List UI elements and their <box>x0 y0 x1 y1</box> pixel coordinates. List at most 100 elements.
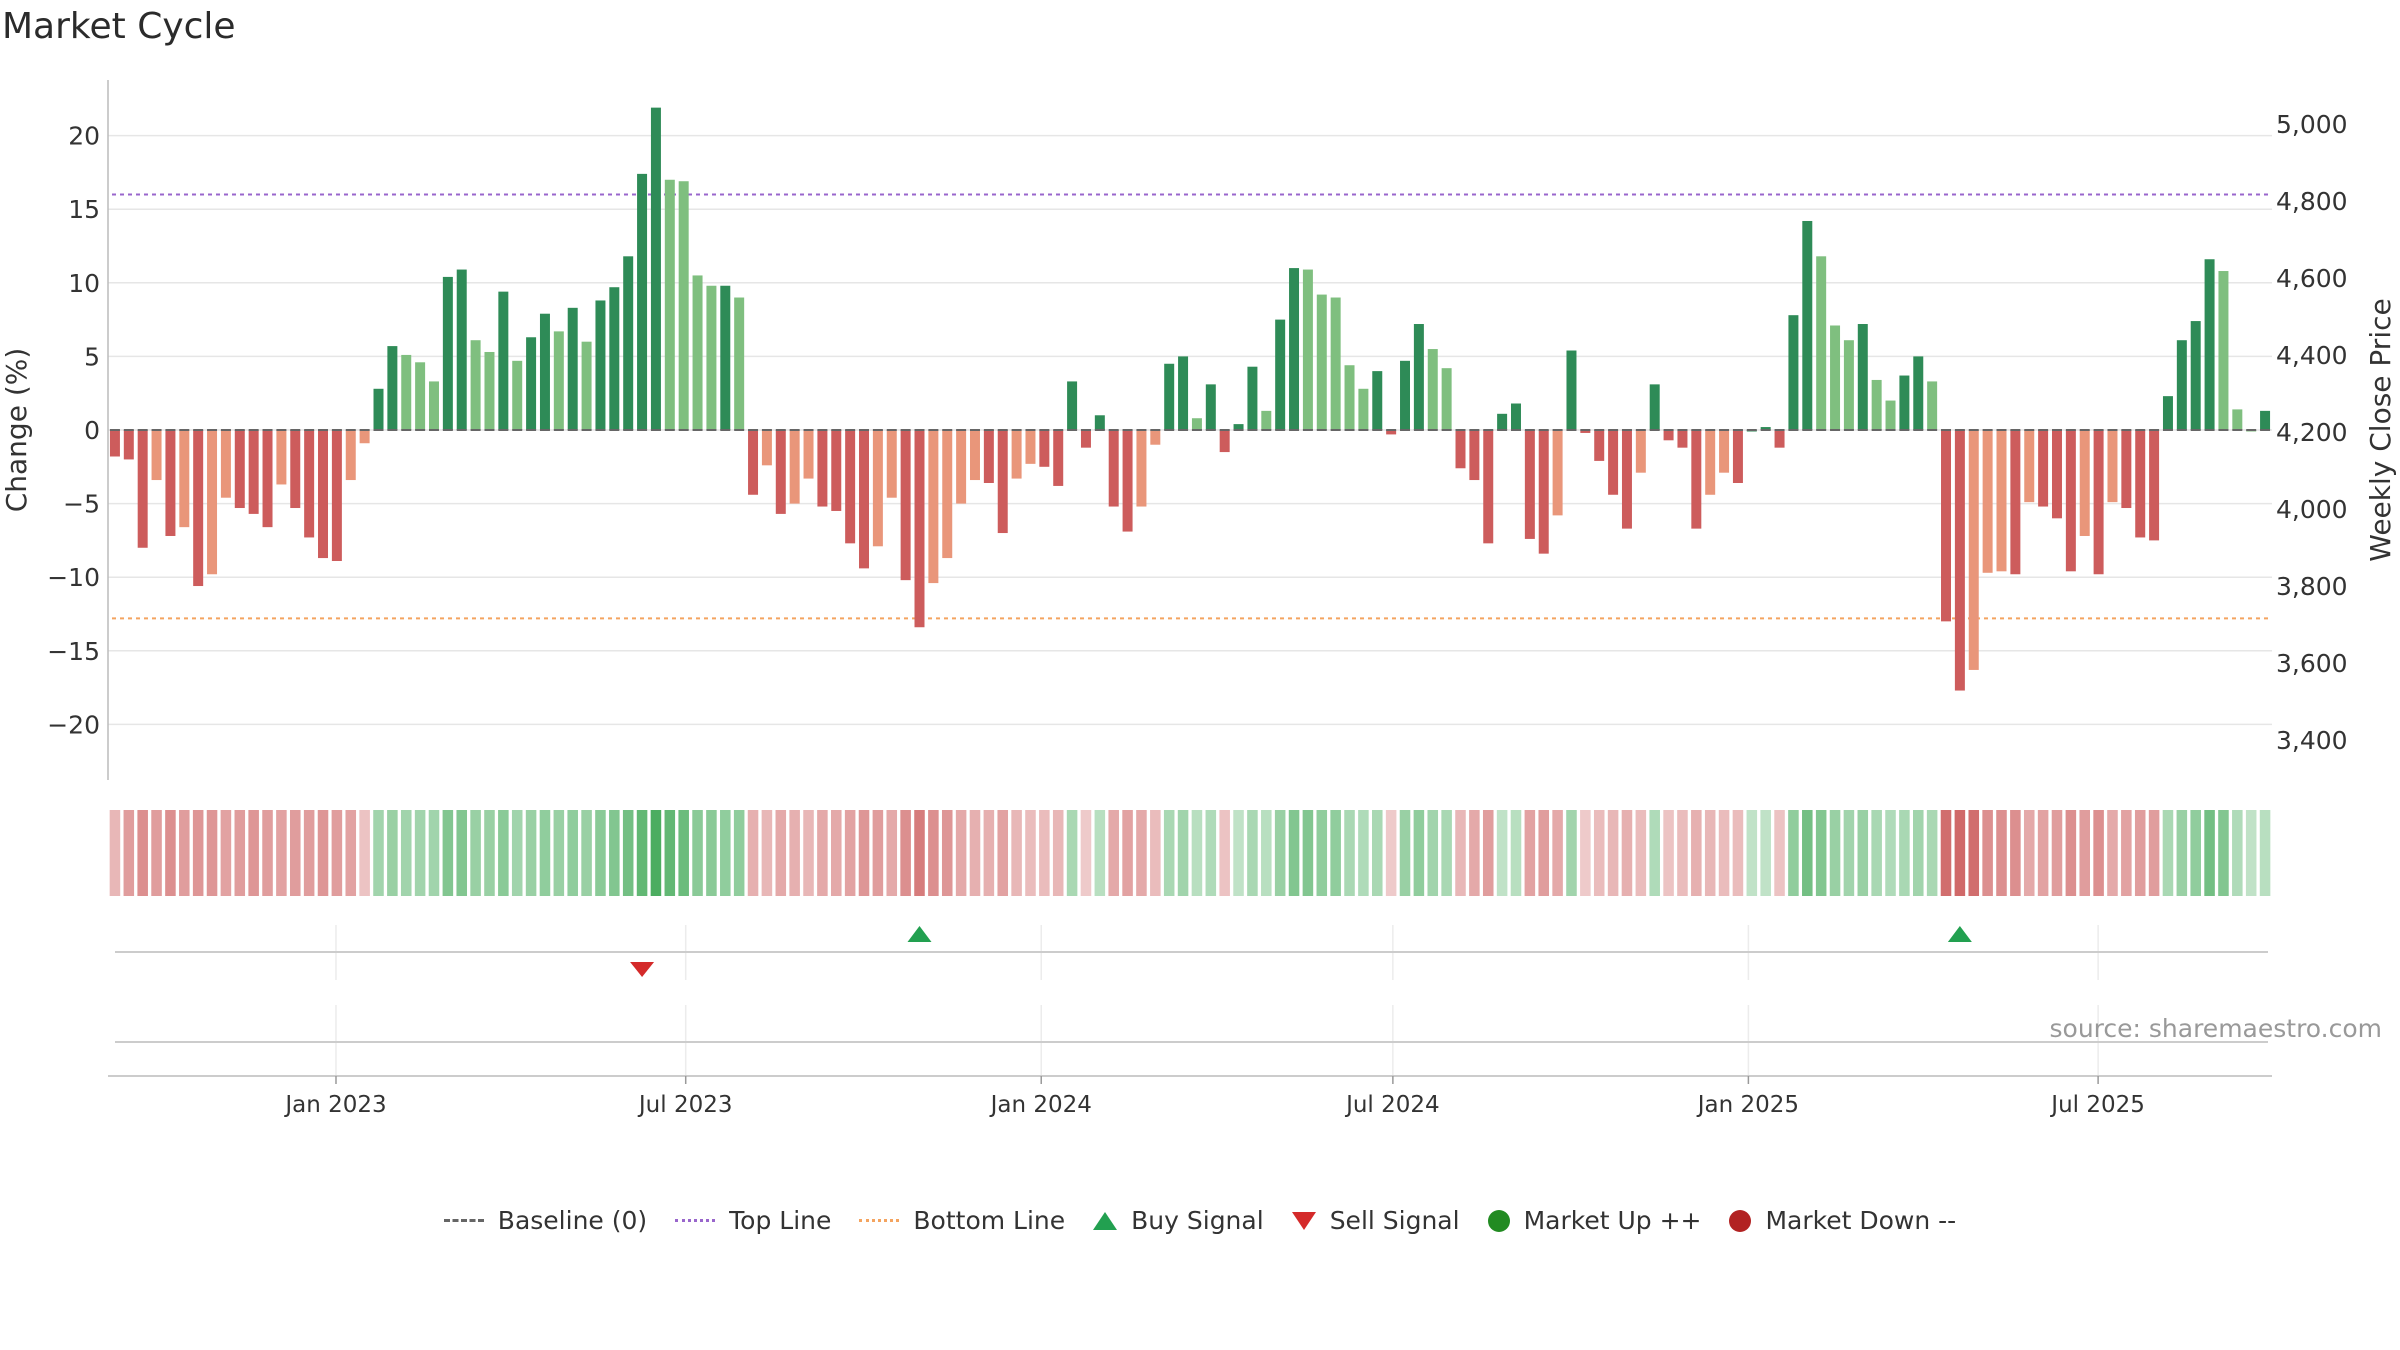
strip-cell <box>470 810 481 896</box>
strip-cell <box>1691 810 1702 896</box>
strip-cell <box>359 810 370 896</box>
strip-cell <box>248 810 259 896</box>
bar <box>1053 430 1064 486</box>
bar <box>151 430 162 481</box>
bar <box>928 430 939 584</box>
strip-cell <box>428 810 440 896</box>
strip-cell <box>2023 810 2035 896</box>
bar <box>748 430 759 495</box>
bar <box>886 430 897 498</box>
strip-cell <box>1177 810 1189 896</box>
strip-cell <box>1829 810 1841 896</box>
bar <box>1719 430 1730 473</box>
bar <box>1344 365 1355 430</box>
bars-layer <box>109 107 2271 691</box>
legend-item: Bottom Line <box>859 1206 1065 1235</box>
bar <box>165 430 176 536</box>
sentiment-strip <box>109 810 2271 896</box>
y-tick-label: −10 <box>47 563 100 592</box>
strip-cell <box>220 810 232 896</box>
bar <box>637 173 648 430</box>
strip-cell <box>2148 810 2160 896</box>
strip-cell <box>498 810 509 896</box>
bar <box>706 285 717 430</box>
bar <box>1025 430 1036 464</box>
bar <box>692 275 703 430</box>
strip-cell <box>1815 810 1827 896</box>
strip-cell <box>303 810 315 896</box>
bar <box>276 430 287 485</box>
strip-cell <box>1788 810 1799 896</box>
bar <box>845 430 856 544</box>
legend: Baseline (0) Top Line Bottom Line Buy Signa… <box>0 1206 2400 1235</box>
bar <box>1857 324 1868 430</box>
bar <box>1441 368 1452 430</box>
strip-cell <box>1649 810 1660 896</box>
bar <box>1219 430 1230 453</box>
strip-cell <box>2218 810 2229 896</box>
x-tick-label: Jul 2023 <box>637 1092 733 1118</box>
strip-cell <box>1316 810 1328 896</box>
strip-cell <box>983 810 995 896</box>
strip-cell <box>1732 810 1744 896</box>
strip-cell <box>400 810 412 896</box>
y2-tick-label: 3,800 <box>2276 572 2348 601</box>
bar <box>304 430 315 538</box>
bar <box>1372 371 1383 430</box>
bar <box>207 430 218 575</box>
y2-tick-label: 5,000 <box>2276 110 2348 139</box>
strip-cell <box>1857 810 1869 896</box>
strip-cell <box>1843 810 1855 896</box>
bar <box>442 276 453 430</box>
strip-cell <box>2093 810 2104 896</box>
strip-cell <box>1912 810 1924 896</box>
strip-cell <box>1274 810 1286 896</box>
legend-label: Bottom Line <box>913 1206 1066 1235</box>
y-tick-label: −20 <box>47 710 100 739</box>
strip-cell <box>192 810 204 896</box>
strip-cell <box>1954 810 1966 896</box>
strip-cell <box>1233 810 1244 896</box>
axes-layer: 20 15 10 5 0 −5 −10 −15 −20 5,000 4,800 4,600 4,400 4… <box>47 80 2348 780</box>
strip-cell <box>1455 810 1466 896</box>
strip-cell <box>2232 810 2243 896</box>
bar <box>956 430 967 504</box>
buy-triangle-icon <box>1093 1211 1118 1230</box>
strip-cell <box>1940 810 1952 896</box>
bar <box>290 430 301 509</box>
bar <box>983 430 994 483</box>
bar <box>1941 430 1952 622</box>
bar <box>1483 430 1494 544</box>
strip-cell <box>442 810 454 896</box>
strip-cell <box>1205 810 1217 896</box>
bar <box>484 351 495 430</box>
legend-label: Baseline (0) <box>497 1206 648 1235</box>
bar <box>1094 415 1105 430</box>
bar <box>1191 418 1202 430</box>
bar <box>1816 256 1827 430</box>
strip-cell <box>1802 810 1813 896</box>
bar <box>318 430 329 559</box>
source-credit: source: sharemaestro.com <box>2049 1014 2383 1043</box>
strip-cell <box>2259 810 2271 896</box>
legend-item: Top Line <box>675 1206 831 1235</box>
bar <box>581 341 592 430</box>
x-axis: Jan 2023 Jul 2023 Jan 2024 Jul 2024 Jan 2025… <box>108 1075 2272 1118</box>
strip-cell <box>900 810 911 896</box>
bar <box>1954 430 1965 691</box>
bar <box>345 430 356 481</box>
bar <box>415 362 426 430</box>
legend-label: Top Line <box>729 1206 832 1235</box>
strip-cell <box>123 810 135 896</box>
bar <box>1067 381 1078 430</box>
strip-cell <box>276 810 287 896</box>
signal-panel <box>115 925 2268 1075</box>
strip-cell <box>803 810 814 896</box>
y-tick-label: −15 <box>47 637 100 666</box>
strip-cell <box>1344 810 1355 896</box>
bar <box>1316 294 1327 430</box>
bar <box>2204 259 2215 430</box>
bar <box>1330 297 1341 430</box>
bar <box>1233 424 1244 430</box>
